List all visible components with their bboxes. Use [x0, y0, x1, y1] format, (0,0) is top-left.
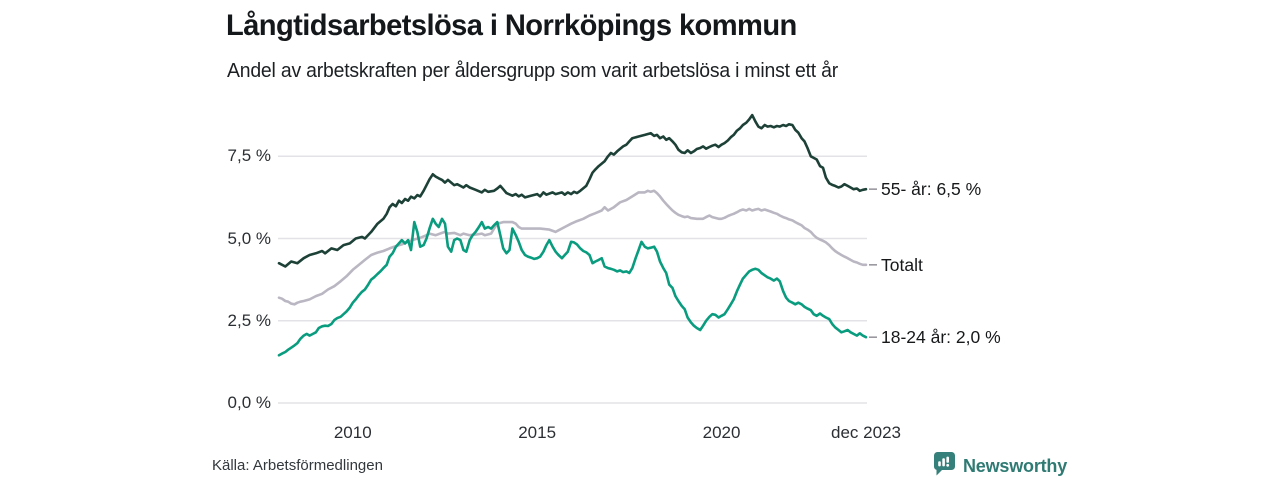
y-tick-label: 0,0 %	[227, 393, 271, 412]
chart-subtitle: Andel av arbetskraften per åldersgrupp s…	[227, 60, 839, 82]
x-tick-label: 2015	[518, 423, 557, 442]
series-end-label: 18-24 år: 2,0 %	[881, 327, 1001, 348]
series-line-18-24-r	[277, 217, 868, 357]
y-tick-label: 2,5 %	[227, 310, 271, 330]
y-tick-label: 5,0 %	[227, 228, 271, 248]
series-end-label: Totalt	[881, 254, 923, 275]
series-end-label: 55- år: 6,5 %	[881, 179, 982, 200]
y-tick-label: 7,5 %	[227, 146, 271, 166]
x-tick-label: 2010	[333, 423, 372, 442]
x-tick-label: 2020	[702, 423, 741, 442]
source-note: Källa: Arbetsförmedlingen	[212, 457, 383, 474]
page-title: Långtidsarbetslösa i Norrköpings kommun	[226, 9, 797, 42]
brand-name: Newsworthy	[963, 455, 1068, 476]
brand-logo: Newsworthy	[933, 451, 1067, 480]
series-line-55-r	[277, 113, 868, 268]
x-tick-label: dec 2023	[831, 423, 901, 442]
newsworthy-icon	[933, 451, 956, 480]
